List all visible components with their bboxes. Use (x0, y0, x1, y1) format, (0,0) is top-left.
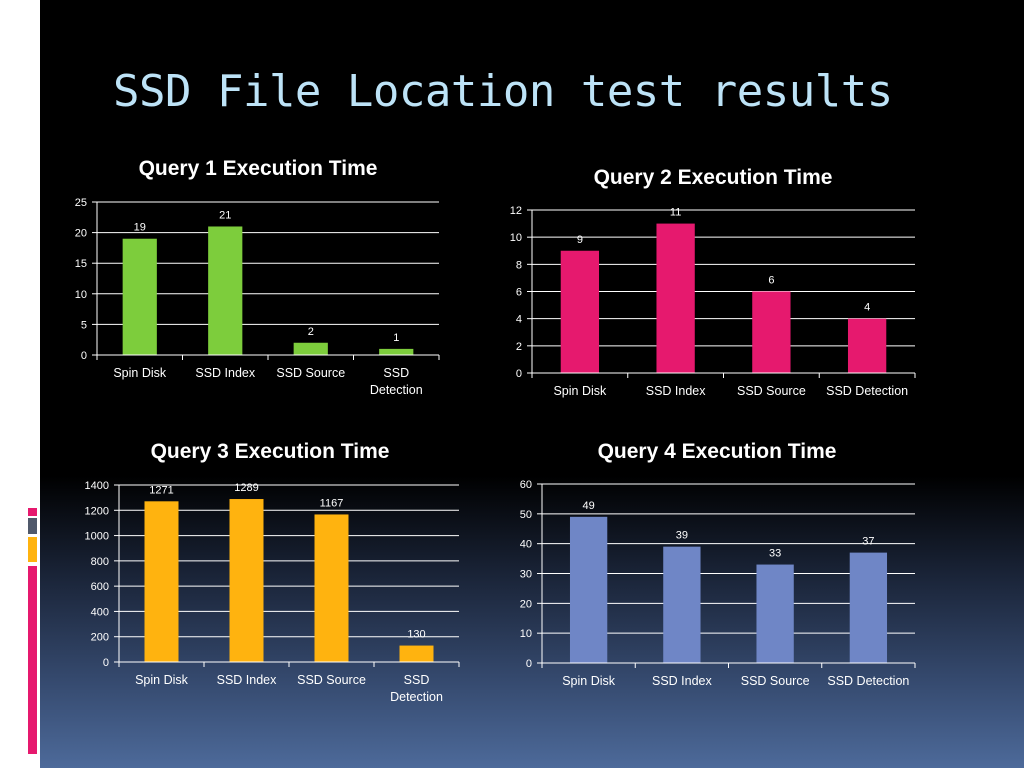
y-tick-label: 800 (91, 556, 109, 568)
bar-spin-disk (560, 250, 600, 373)
bar-spin-disk (122, 238, 157, 355)
y-tick-label: 12 (510, 205, 522, 217)
category-label: SSD Detection (370, 366, 423, 397)
category-label: SSD Detection (826, 384, 908, 398)
accent-bar-pink-top (28, 508, 37, 516)
category-label: SSD Source (737, 384, 806, 398)
bar-ssd-index (663, 546, 701, 663)
y-tick-label: 0 (516, 368, 522, 380)
category-label: Spin Disk (562, 674, 616, 688)
bar-ssd-index (229, 499, 264, 662)
bar-spin-disk (569, 516, 608, 663)
data-label: 39 (676, 530, 688, 542)
y-tick-label: 60 (520, 479, 532, 491)
data-label: 33 (769, 548, 781, 560)
chart-query-4: Query 4 Execution Time 0 10 20 30 40 50 60 49 Spi… (520, 440, 916, 688)
y-tick-label: 6 (516, 287, 522, 299)
bar-spin-disk (144, 501, 179, 662)
bar-ssd-detection (399, 645, 434, 662)
chart-query-2: Query 2 Execution Time 0 2 4 6 8 10 12 9 Spin Dis… (510, 166, 916, 398)
chart-query-1: Query 1 Execution Time 0 5 10 15 20 25 19 Spin D… (75, 157, 440, 397)
category-label: Spin Disk (113, 366, 167, 380)
data-label: 11 (670, 207, 681, 219)
y-tick-label: 600 (91, 581, 109, 593)
y-tick-label: 20 (75, 228, 87, 240)
y-tick-label: 0 (103, 657, 109, 669)
bar-ssd-source (752, 291, 791, 373)
y-tick-label: 0 (526, 658, 532, 670)
y-tick-label: 40 (520, 539, 532, 551)
bar-ssd-detection (379, 348, 414, 355)
y-tick-label: 0 (81, 350, 87, 362)
chart-title: Query 3 Execution Time (151, 440, 390, 463)
y-tick-label: 20 (520, 598, 532, 610)
category-label: SSD Index (217, 673, 278, 687)
data-label: 21 (219, 209, 231, 221)
y-tick-label: 30 (520, 569, 532, 581)
data-label: 6 (768, 275, 774, 287)
bar-ssd-source (293, 342, 328, 355)
y-tick-label: 1400 (85, 480, 109, 492)
y-tick-label: 15 (75, 258, 87, 270)
y-tick-label: 8 (516, 259, 522, 271)
category-label: SSD Source (741, 674, 810, 688)
accent-bar-gold (28, 537, 37, 562)
y-tick-label: 10 (510, 232, 522, 244)
category-label: Spin Disk (553, 384, 607, 398)
data-label: 1289 (234, 482, 258, 494)
chart-query-3: Query 3 Execution Time 0 200 400 600 800 1000 1… (85, 440, 460, 704)
category-label: SSD Detection (390, 673, 443, 704)
y-tick-label: 25 (75, 197, 87, 209)
y-tick-label: 2 (516, 341, 522, 353)
data-label: 1167 (320, 497, 344, 509)
data-label: 37 (862, 536, 874, 548)
data-label: 130 (407, 629, 425, 641)
data-label: 1271 (149, 484, 173, 496)
bar-ssd-index (208, 226, 243, 355)
category-label: SSD Source (276, 366, 345, 380)
bar-ssd-source (314, 514, 349, 662)
data-label: 2 (308, 326, 314, 338)
category-label: SSD Index (646, 384, 707, 398)
data-label: 1 (393, 332, 399, 344)
data-label: 19 (134, 222, 146, 234)
y-tick-label: 1200 (85, 505, 109, 517)
y-tick-label: 50 (520, 509, 532, 521)
bar-ssd-source (756, 564, 794, 663)
chart-title: Query 4 Execution Time (598, 440, 837, 463)
data-label: 9 (577, 234, 583, 246)
chart-title: Query 1 Execution Time (139, 157, 378, 180)
bar-ssd-detection (849, 552, 888, 663)
category-label: SSD Detection (827, 674, 909, 688)
bar-ssd-index (656, 223, 695, 373)
y-tick-label: 4 (516, 314, 522, 326)
slide-title: SSD File Location test results (113, 66, 893, 117)
data-label: 49 (583, 500, 595, 512)
data-label: 4 (864, 302, 870, 314)
accent-bar-pink-long (28, 566, 37, 754)
y-tick-label: 10 (520, 628, 532, 640)
y-tick-label: 400 (91, 606, 109, 618)
category-label: Spin Disk (135, 673, 189, 687)
y-tick-label: 1000 (85, 531, 109, 543)
y-tick-label: 200 (91, 632, 109, 644)
category-label: SSD Source (297, 673, 366, 687)
category-label: SSD Index (195, 366, 256, 380)
y-tick-label: 5 (81, 319, 87, 331)
category-label: SSD Index (652, 674, 713, 688)
bar-ssd-detection (847, 318, 887, 373)
chart-title: Query 2 Execution Time (594, 166, 833, 189)
y-tick-label: 10 (75, 289, 87, 301)
accent-bar-slate (28, 518, 37, 534)
